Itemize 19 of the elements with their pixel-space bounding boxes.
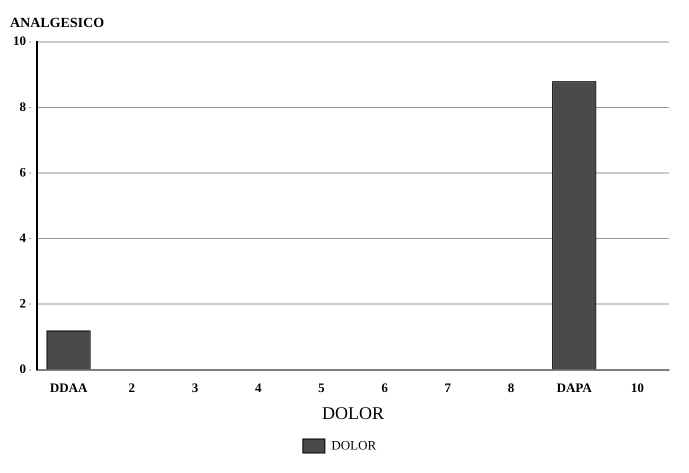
- y-tick-label: 10: [13, 33, 26, 48]
- y-tick-label: 6: [20, 164, 26, 180]
- y-tick-label: 0: [20, 361, 26, 376]
- x-tick-label: DAPA: [556, 380, 592, 395]
- x-tick-label: 6: [381, 380, 388, 395]
- x-tick-label: 4: [254, 380, 262, 395]
- y-tick-label: 8: [20, 98, 26, 114]
- x-tick-label: 8: [508, 380, 515, 395]
- x-tick-label: 3: [192, 380, 199, 395]
- chart-title: ANALGESICO: [10, 16, 104, 32]
- x-tick-label: 5: [318, 380, 326, 395]
- legend-label: DOLOR: [331, 437, 376, 452]
- x-axis-title: DOLOR: [322, 402, 384, 423]
- x-tick-label: 10: [630, 380, 644, 395]
- y-tick-label: 2: [20, 296, 26, 311]
- x-tick-label: 2: [128, 380, 136, 395]
- x-tick-label: DDAA: [50, 380, 88, 395]
- x-tick-label: 7: [444, 380, 452, 395]
- y-tick-label: 4: [20, 230, 26, 245]
